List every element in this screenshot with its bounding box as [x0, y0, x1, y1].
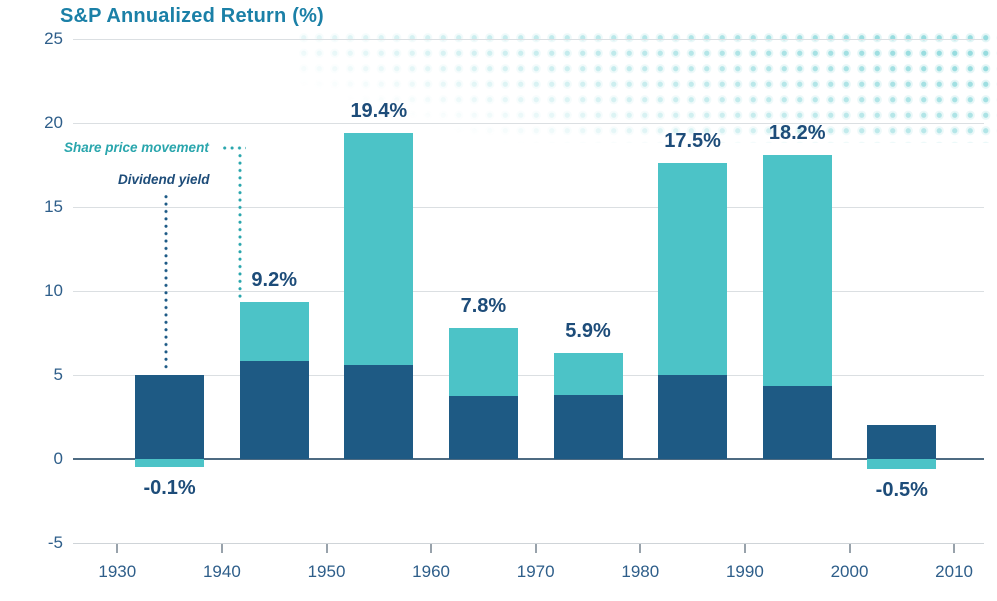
gridline-y--5 — [73, 542, 984, 544]
x-axis-tick-1930 — [116, 543, 119, 553]
bar-1990s-total-label: 18.2% — [768, 121, 826, 144]
halftone-dot-pattern — [296, 30, 997, 143]
y-axis-label-0: 0 — [53, 448, 63, 468]
bar-2000s-total-label: -0.5% — [875, 478, 928, 501]
x-axis-label-1990: 1990 — [725, 562, 764, 581]
bar-1970s-dividend-yield — [553, 394, 623, 459]
x-axis-label-1930: 1930 — [98, 562, 137, 581]
x-axis-tick-2000 — [848, 543, 851, 553]
gridline-y-20 — [73, 122, 984, 124]
y-axis-label--5: -5 — [47, 532, 63, 552]
y-axis-label-10: 10 — [44, 280, 63, 300]
bar-1990s-dividend-yield — [762, 386, 832, 459]
y-axis-label-5: 5 — [53, 364, 63, 384]
x-axis-label-1970: 1970 — [516, 562, 555, 581]
y-axis-label-25: 25 — [44, 28, 63, 48]
bar-2000s-share-price — [867, 458, 937, 469]
legend-dividend-yield-label: Dividend yield — [118, 172, 210, 187]
x-axis-tick-1960 — [430, 543, 433, 553]
chart-title: S&P Annualized Return (%) — [60, 5, 324, 27]
x-axis-tick-1990 — [743, 543, 746, 553]
bar-1940s-dividend-yield — [239, 361, 309, 459]
x-axis-label-1950: 1950 — [307, 562, 346, 581]
x-axis-tick-1940 — [220, 543, 223, 553]
bar-1970s-total-label: 5.9% — [565, 319, 611, 342]
share-price-leader-line-vertical — [238, 152, 242, 299]
y-axis-label-15: 15 — [44, 196, 63, 216]
bar-1980s-total-label: 17.5% — [664, 129, 721, 152]
x-axis-tick-1950 — [325, 543, 328, 553]
bar-1990s-share-price — [762, 154, 832, 387]
bar-1930s-dividend-yield — [135, 374, 205, 459]
bar-1980s-dividend-yield — [658, 374, 728, 459]
legend-share-price-label: Share price movement — [64, 140, 209, 155]
bar-1960s-share-price — [448, 327, 518, 397]
bar-1950s-dividend-yield — [344, 364, 414, 459]
dividend-yield-leader-line-vertical — [164, 193, 168, 371]
gridline-y-25 — [73, 38, 984, 40]
share-price-leader-line-horizontal — [221, 146, 246, 150]
bar-1950s-total-label: 19.4% — [350, 99, 408, 122]
bar-2000s-dividend-yield — [867, 425, 937, 459]
bar-1970s-share-price — [553, 352, 623, 395]
x-axis-zero-line — [73, 457, 984, 460]
bar-1950s-share-price — [344, 132, 414, 365]
x-axis-label-2010: 2010 — [935, 562, 973, 581]
x-axis-label-2000: 2000 — [830, 562, 869, 581]
x-axis-label-1980: 1980 — [621, 562, 660, 581]
x-axis-label-1940: 1940 — [202, 562, 241, 581]
bar-1960s-total-label: 7.8% — [460, 294, 507, 317]
bar-1960s-dividend-yield — [448, 396, 518, 459]
bar-1940s-total-label: 9.2% — [251, 269, 297, 292]
x-axis-tick-2010 — [953, 543, 956, 553]
x-axis-label-1960: 1960 — [412, 562, 450, 581]
x-axis-tick-1980 — [639, 543, 642, 553]
y-axis-label-20: 20 — [44, 112, 63, 132]
gridline-y-10 — [73, 290, 984, 292]
bar-1980s-share-price — [658, 162, 728, 375]
bar-1930s-total-label: -0.1% — [143, 477, 196, 499]
gridline-y-15 — [73, 206, 984, 208]
bar-1940s-share-price — [239, 302, 309, 362]
gridline-y-5 — [73, 374, 984, 376]
bar-1930s-share-price — [135, 458, 205, 467]
x-axis-tick-1970 — [534, 543, 537, 553]
